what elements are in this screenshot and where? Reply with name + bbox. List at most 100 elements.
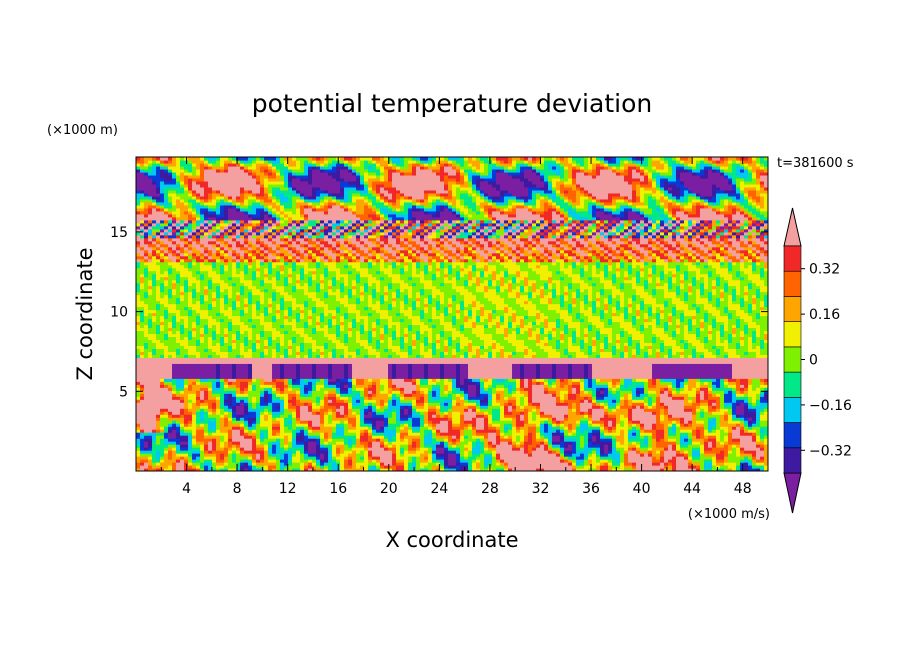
contour-cell (592, 453, 597, 457)
contour-cell (468, 366, 513, 370)
contour-cell (276, 393, 289, 397)
contour-cell (168, 417, 185, 421)
contour-cell (732, 327, 737, 332)
contour-cell (256, 345, 261, 349)
contour-cell (452, 390, 465, 394)
contour-cell (212, 450, 229, 454)
contour-cell (588, 369, 593, 373)
contour-cell (196, 399, 201, 403)
contour-cell (328, 447, 333, 451)
contour-cell (532, 399, 557, 403)
contour-cell (524, 372, 537, 376)
contour-cell (348, 459, 353, 463)
contour-cell (696, 378, 701, 382)
contour-cell (296, 378, 301, 382)
contour-cell (728, 345, 737, 349)
contour-cell (256, 396, 261, 400)
contour-cell (336, 330, 341, 335)
contour-cell (548, 423, 553, 427)
contour-cell (308, 420, 313, 424)
contour-cell (364, 327, 369, 332)
contour-cell (248, 336, 253, 341)
contour-cell (476, 438, 481, 442)
contour-cell (672, 390, 677, 394)
contour-cell (740, 438, 753, 442)
contour-cell (272, 321, 285, 326)
contour-cell (620, 321, 633, 326)
contour-cell (744, 411, 757, 415)
contour-cell (700, 339, 705, 344)
contour-cell (588, 390, 593, 394)
contour-cell (572, 336, 577, 341)
contour-cell (208, 408, 213, 412)
contour-cell (744, 333, 753, 338)
contour-cell (328, 411, 333, 415)
contour-cell (316, 453, 321, 457)
contour-cell (444, 342, 449, 346)
contour-cell (580, 402, 593, 406)
contour-cell (756, 438, 761, 442)
contour-cell (204, 414, 209, 418)
contour-cell (760, 384, 768, 388)
contour-cell (312, 420, 321, 424)
contour-cell (496, 441, 501, 445)
contour-cell (272, 444, 277, 448)
contour-cell (744, 423, 749, 427)
contour-cell (228, 330, 237, 335)
contour-cell (252, 336, 257, 341)
contour-cell (764, 393, 768, 397)
contour-cell (636, 405, 641, 409)
contour-cell (672, 414, 693, 418)
contour-cell (656, 348, 661, 352)
contour-cell (252, 453, 257, 457)
contour-cell (724, 429, 729, 433)
contour-cell (544, 438, 549, 442)
contour-cell (264, 348, 269, 352)
contour-cell (640, 393, 645, 397)
contour-cell (156, 345, 169, 349)
contour-cell (480, 345, 485, 349)
contour-cell (440, 462, 445, 466)
contour-cell (592, 402, 597, 406)
contour-cell (616, 399, 621, 403)
contour-cell (676, 327, 681, 332)
contour-cell (156, 456, 161, 460)
contour-cell (344, 354, 349, 358)
contour-cell (320, 441, 325, 445)
contour-cell (624, 435, 629, 439)
contour-cell (136, 390, 141, 394)
contour-cell (616, 435, 625, 439)
contour-cell (628, 399, 633, 403)
contour-cell (712, 405, 717, 409)
contour-cell (648, 399, 653, 403)
contour-cell (628, 429, 633, 433)
contour-cell (672, 462, 677, 466)
contour-cell (560, 399, 565, 403)
contour-cell (272, 432, 277, 436)
contour-cell (756, 333, 761, 338)
contour-cell (208, 324, 213, 329)
contour-cell (492, 468, 497, 471)
contour-cell (488, 435, 497, 439)
contour-cell (604, 402, 609, 406)
contour-cell (472, 378, 481, 382)
contour-cell (708, 408, 717, 412)
contour-cell (272, 417, 277, 421)
contour-cell (624, 414, 629, 418)
contour-cell (340, 411, 345, 415)
contour-cell (332, 432, 337, 436)
contour-cell (576, 330, 581, 335)
contour-cell (620, 393, 625, 397)
contour-cell (192, 423, 197, 427)
contour-cell (200, 459, 205, 463)
contour-cell (236, 417, 241, 421)
contour-cell (452, 387, 457, 391)
contour-cell (284, 375, 297, 379)
contour-cell (136, 465, 141, 469)
contour-cell (224, 414, 229, 418)
contour-cell (140, 423, 157, 427)
contour-cell (248, 339, 257, 344)
contour-cell (508, 396, 517, 400)
contour-cell (536, 426, 541, 430)
contour-cell (580, 342, 585, 346)
